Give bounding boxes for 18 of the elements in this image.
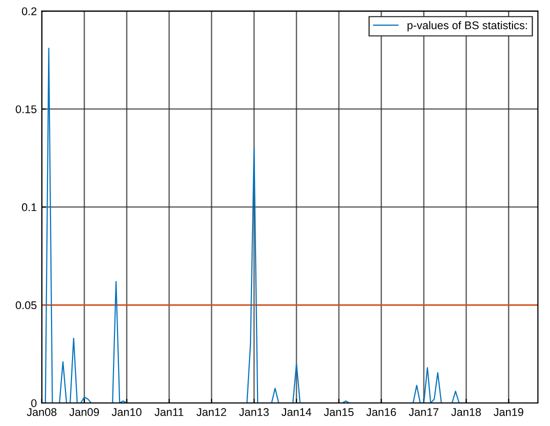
legend-label: p-values of BS statistics: (408, 21, 527, 32)
y-tick-label: 0.15 (16, 105, 36, 114)
x-tick-label: Jan08 (26, 408, 56, 416)
y-tick-label: 0 (31, 399, 37, 408)
x-tick-label: Jan14 (282, 408, 312, 416)
x-tick-label: Jan16 (366, 408, 396, 416)
x-tick-label: Jan10 (112, 408, 142, 416)
x-tick-label: Jan13 (239, 408, 269, 416)
x-tick-label: Jan15 (324, 408, 354, 416)
x-tick-label: Jan11 (154, 408, 184, 416)
y-tick-label: 0.1 (22, 203, 36, 212)
x-tick-label: Jan12 (196, 408, 226, 416)
y-tick-label: 0.05 (16, 301, 36, 310)
x-tick-label: Jan09 (69, 408, 99, 416)
x-tick-label: Jan19 (494, 408, 524, 416)
y-tick-label: 0.2 (22, 7, 36, 16)
x-tick-label: Jan17 (408, 408, 438, 416)
x-tick-label: Jan18 (451, 408, 481, 416)
